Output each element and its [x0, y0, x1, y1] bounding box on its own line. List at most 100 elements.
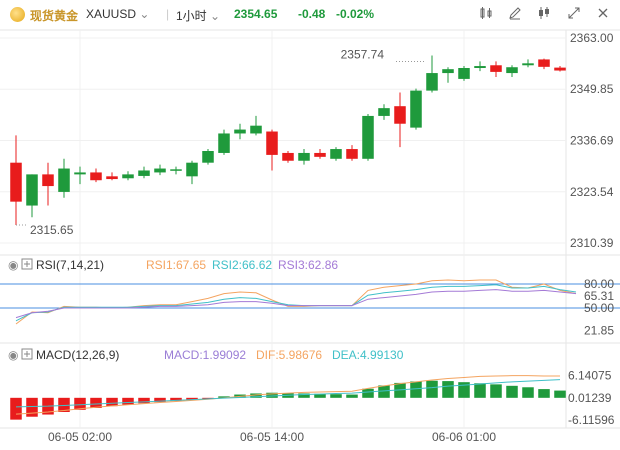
chevron-down-icon: ⌄	[210, 9, 221, 23]
macd-histogram-bar	[122, 397, 134, 405]
candle-body	[538, 59, 550, 67]
macd-histogram-bar	[346, 394, 358, 398]
macd-axis-tick: 0.01239	[568, 391, 612, 405]
macd-histogram-bar	[58, 397, 70, 412]
macd-histogram-bar	[522, 387, 534, 398]
candle-body	[10, 162, 22, 202]
macd-histogram-bar	[298, 393, 310, 398]
macd-series-line	[15, 375, 561, 415]
candle-body	[362, 115, 374, 159]
macd-histogram-bar	[314, 393, 326, 398]
candle-body	[58, 168, 70, 192]
time-axis-tick: 06-05 02:00	[48, 430, 112, 444]
candle-body	[474, 66, 486, 69]
macd-histogram-bar	[330, 394, 342, 398]
macd-histogram-bar	[474, 383, 486, 398]
chevron-down-icon: ⌄	[139, 7, 150, 21]
candle-body	[42, 174, 54, 187]
last-price: 2354.65	[234, 7, 278, 21]
price-axis-tick: 2323.54	[570, 185, 614, 199]
macd-histogram-bar	[218, 396, 230, 398]
price-axis-tick: 2310.39	[570, 236, 614, 250]
macd-histogram-bar	[138, 397, 150, 404]
candle-body	[202, 151, 214, 163]
macd-histogram-bar	[154, 397, 166, 403]
rsi-legend-entry: RSI1:67.65	[146, 258, 206, 272]
macd-histogram-bar	[362, 388, 374, 398]
candle-body	[394, 106, 406, 124]
candle-body	[554, 67, 566, 71]
macd-series-line	[15, 379, 561, 408]
candle-body	[378, 108, 390, 116]
macd-legend-entry: DEA:4.99130	[332, 348, 404, 362]
candle-body	[74, 172, 86, 175]
symbol-label: XAUUSD	[86, 7, 137, 21]
candle-body	[330, 149, 342, 159]
macd-histogram-bar	[394, 382, 406, 398]
candle-body	[458, 68, 470, 79]
macd-histogram-bar	[442, 381, 454, 398]
macd-indicator-label: MACD(12,26,9)	[36, 348, 119, 362]
candle-body	[314, 152, 326, 157]
header-divider: |	[166, 7, 170, 21]
toolbar	[469, 6, 612, 23]
candle-body	[26, 174, 38, 206]
macd-histogram-bar	[266, 392, 278, 398]
rsi-legend-entry: RSI3:62.86	[278, 258, 338, 272]
macd-legend-entry: MACD:1.99092	[164, 348, 246, 362]
candle-body	[186, 162, 198, 177]
timeframe-selector[interactable]: 1小时 ⌄	[176, 7, 220, 24]
pencil-icon[interactable]	[506, 6, 524, 22]
rsi-axis-tick: 21.85	[584, 324, 614, 338]
rsi-series-line	[15, 289, 577, 319]
time-axis-tick: 06-05 14:00	[240, 430, 304, 444]
macd-histogram-bar	[538, 389, 550, 398]
macd-histogram-bar	[170, 397, 182, 402]
rsi-axis-tick: 50.00	[584, 301, 614, 315]
macd-histogram-bar	[378, 385, 390, 398]
collapse-toggle-icon	[21, 348, 33, 360]
candle-body	[106, 176, 118, 180]
macd-histogram-bar	[10, 397, 22, 420]
macd-histogram-bar	[106, 397, 118, 407]
close-icon[interactable]	[594, 6, 612, 22]
candle-body	[298, 152, 310, 161]
candle-body	[234, 129, 246, 134]
low-price-label: 2315.65	[30, 223, 74, 237]
macd-histogram-bar	[202, 397, 214, 399]
candle-body	[266, 131, 278, 155]
expand-icon[interactable]	[565, 6, 583, 22]
price-axis-tick: 2349.85	[570, 82, 614, 96]
macd-histogram-bar	[554, 390, 566, 398]
rsi-axis-tick: 65.31	[584, 289, 614, 303]
macd-histogram-bar	[90, 397, 102, 408]
price-change: -0.48	[298, 7, 326, 21]
price-axis-tick: 2336.69	[570, 134, 614, 148]
candle-body	[218, 133, 230, 153]
macd-axis-tick: -6.11596	[568, 413, 615, 427]
macd-histogram-bar	[490, 384, 502, 398]
candle-settings-icon[interactable]	[477, 6, 495, 22]
macd-histogram-bar	[250, 393, 262, 398]
macd-histogram-bar	[506, 385, 518, 398]
rsi-series-line	[15, 279, 577, 325]
candle-body	[410, 90, 422, 128]
candle-body	[250, 125, 262, 134]
candle-body	[90, 172, 102, 181]
instrument-name[interactable]: 现货黄金	[30, 9, 79, 23]
price-axis-tick: 2363.00	[570, 31, 614, 45]
gold-coin-icon	[10, 7, 25, 22]
macd-histogram-bar	[186, 397, 198, 400]
rsi-axis-tick: 80.00	[584, 277, 614, 291]
macd-histogram-bar	[74, 397, 86, 410]
chart-header: 现货黄金 XAUUSD ⌄ | 1小时 ⌄ 2354.65 -0.48 -0.0…	[0, 0, 620, 30]
macd-histogram-bar	[410, 381, 422, 398]
symbol-selector[interactable]: XAUUSD ⌄	[86, 7, 149, 21]
macd-axis-tick: 6.14075	[568, 368, 612, 382]
candle-body	[442, 69, 454, 74]
indicator-icon[interactable]	[535, 6, 553, 22]
candle-body	[522, 63, 534, 66]
candle-body	[282, 152, 294, 161]
high-price-label: 2357.74	[341, 48, 385, 62]
